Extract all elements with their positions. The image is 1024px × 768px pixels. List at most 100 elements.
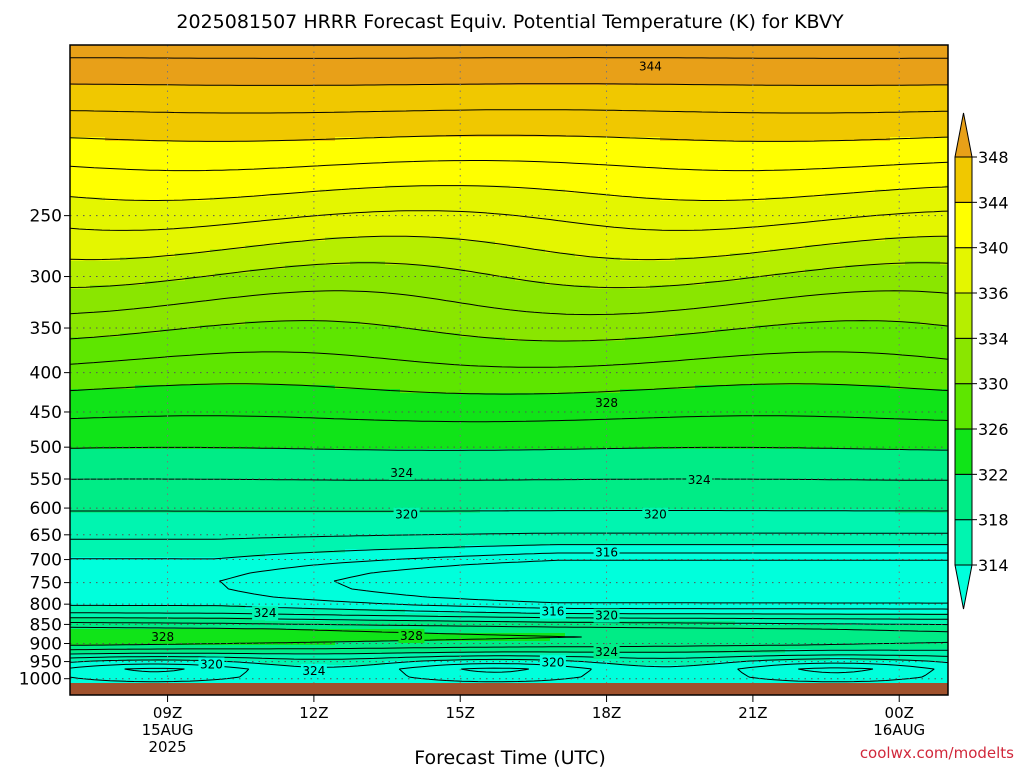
field-cell (90, 637, 96, 642)
field-cell (120, 177, 126, 182)
field-cell (115, 97, 121, 102)
field-cell (130, 317, 136, 322)
field-cell (130, 69, 136, 74)
field-cell (100, 217, 106, 222)
field-cell (90, 545, 96, 550)
field-cell (85, 521, 91, 526)
field-cell (105, 345, 111, 350)
field-cell (95, 277, 101, 282)
field-cell (95, 457, 101, 462)
field-cell (95, 245, 101, 250)
field-cell (115, 501, 121, 506)
field-cell (135, 113, 141, 118)
field-cell (95, 505, 101, 510)
field-cell (140, 401, 146, 406)
field-cell (125, 429, 131, 434)
field-cell (70, 669, 76, 674)
field-cell (135, 161, 141, 166)
field-cell (110, 189, 116, 194)
field-cell (105, 161, 111, 166)
field-cell (90, 461, 96, 466)
field-cell (75, 69, 81, 74)
field-cell (105, 601, 111, 606)
field-cell (85, 193, 91, 198)
field-cell (80, 133, 86, 138)
field-cell (135, 313, 141, 318)
field-cell (105, 209, 111, 214)
field-cell (115, 245, 121, 250)
field-cell (110, 389, 116, 394)
field-cell (115, 169, 121, 174)
field-cell (125, 337, 131, 342)
field-cell (90, 481, 96, 486)
field-cell (130, 177, 136, 182)
field-cell (70, 485, 76, 490)
field-cell (130, 353, 136, 358)
field-cell (70, 573, 76, 578)
field-cell (70, 585, 76, 590)
field-cell (105, 497, 111, 502)
field-cell (125, 565, 131, 570)
field-cell (130, 341, 136, 346)
field-cell (135, 125, 141, 130)
field-cell (70, 49, 76, 54)
field-cell (70, 309, 76, 314)
field-cell (120, 197, 126, 202)
field-cell (110, 449, 116, 454)
field-cell (125, 237, 131, 242)
field-cell (125, 393, 131, 398)
field-cell (85, 449, 91, 454)
field-cell (140, 61, 146, 66)
field-cell (70, 565, 76, 570)
field-cell (100, 161, 106, 166)
field-cell (110, 465, 116, 470)
field-cell (90, 501, 96, 506)
field-cell (100, 121, 106, 126)
field-cell (120, 577, 126, 582)
field-cell (110, 457, 116, 462)
field-cell (115, 465, 121, 470)
field-cell (80, 549, 86, 554)
field-cell (140, 377, 146, 382)
field-cell (130, 489, 136, 494)
field-cell (80, 109, 86, 114)
field-cell (100, 125, 106, 130)
field-cell (75, 629, 81, 634)
field-cell (130, 409, 136, 414)
field-cell (140, 65, 146, 70)
field-cell (130, 349, 136, 354)
field-cell (125, 205, 131, 210)
field-cell (130, 381, 136, 386)
field-cell (95, 181, 101, 186)
field-cell (140, 201, 146, 206)
field-cell (130, 209, 136, 214)
field-cell (125, 241, 131, 246)
field-cell (110, 505, 116, 510)
field-cell (130, 401, 136, 406)
field-cell (95, 377, 101, 382)
field-cell (115, 233, 121, 238)
field-cell (100, 553, 106, 558)
field-cell (115, 393, 121, 398)
field-cell (95, 365, 101, 370)
field-cell (105, 65, 111, 70)
field-cell (100, 633, 106, 638)
field-cell (125, 457, 131, 462)
field-cell (130, 493, 136, 498)
field-cell (80, 561, 86, 566)
field-cell (115, 577, 121, 582)
field-cell (85, 437, 91, 442)
field-cell (135, 209, 141, 214)
field-cell (90, 565, 96, 570)
field-cell (80, 201, 86, 206)
field-cell (135, 309, 141, 314)
field-cell (140, 245, 146, 250)
field-cell (125, 181, 131, 186)
field-cell (100, 53, 106, 58)
field-cell (90, 253, 96, 258)
field-cell (75, 49, 81, 54)
field-cell (75, 673, 81, 678)
field-cell (75, 337, 81, 342)
field-cell (135, 49, 141, 54)
field-cell (120, 437, 126, 442)
